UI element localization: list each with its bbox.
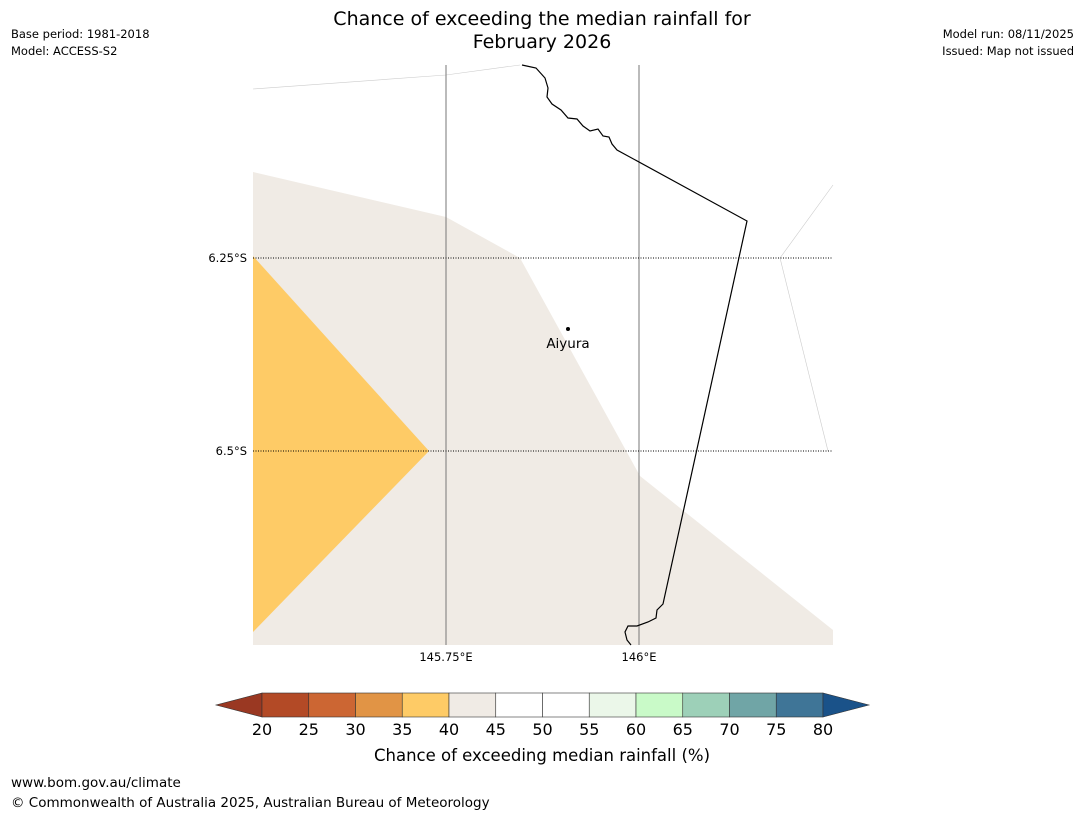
colorbar-segment-40-45: [448, 692, 497, 718]
colorbar-tick-20: 20: [251, 720, 273, 739]
map-title-line-2: February 2026: [472, 31, 612, 53]
place-label-aiyura: Aiyura: [546, 336, 590, 352]
colorbar-tick-60: 60: [625, 720, 647, 739]
aiyura-marker: [566, 327, 570, 331]
base-period-text: Base period: 1981-2018: [11, 27, 150, 41]
colorbar-tick-45: 45: [485, 720, 506, 739]
colorbar-segment-50-55: [542, 692, 590, 718]
colorbar-tick-40: 40: [438, 720, 460, 739]
province-boundary: [521, 64, 748, 646]
footer-url: www.bom.gov.au/climate: [11, 775, 181, 791]
region-35-40-percent: [253, 256, 429, 632]
meta-right: Model run: 08/11/2025 Issued: Map not is…: [942, 26, 1074, 60]
colorbar-tick-65: 65: [672, 720, 693, 739]
map-panel: [252, 64, 834, 646]
colorbar-segment-55-60: [588, 692, 637, 718]
colorbar-tick-80: 80: [812, 720, 834, 739]
model-run-text: Model run: 08/11/2025: [942, 27, 1074, 41]
colorbar-segment-45-50: [495, 692, 543, 718]
colorbar-segment-20-25: [261, 692, 310, 718]
colorbar-tick-75: 75: [766, 720, 787, 739]
colorbar-under-arrow: [214, 692, 263, 718]
colorbar-segment-65-70: [682, 692, 730, 718]
lon-label-146e: 146°E: [621, 650, 657, 664]
model-text: Model: ACCESS-S2: [11, 44, 118, 58]
colorbar-segment-60-65: [635, 692, 684, 718]
footer-copyright: © Commonwealth of Australia 2025, Austra…: [11, 795, 490, 811]
colorbar-tick-50: 50: [532, 720, 553, 739]
colorbar-segment-35-40: [401, 692, 450, 718]
colorbar-segments: [214, 692, 871, 718]
meta-left: Base period: 1981-2018 Model: ACCESS-S2: [11, 26, 150, 60]
lat-label-6-5s: 6.5°S: [215, 444, 247, 458]
colorbar-segment-70-75: [729, 692, 777, 718]
colorbar-tick-25: 25: [298, 720, 319, 739]
colorbar-segment-25-30: [308, 692, 356, 718]
colorbar-segment-75-80: [775, 692, 824, 718]
region-40-45-percent: [253, 172, 833, 645]
colorbar-tick-35: 35: [392, 720, 413, 739]
land-mask-edge-east: [779, 184, 834, 452]
colorbar-label: Chance of exceeding median rainfall (%): [373, 746, 711, 765]
issued-text: Issued: Map not issued: [942, 44, 1074, 58]
lat-label-6-25s: 6.25°S: [208, 251, 247, 265]
map-title: Chance of exceeding the median rainfall …: [242, 8, 842, 54]
lon-label-145-75e: 145.75°E: [419, 650, 473, 664]
colorbar-tick-70: 70: [719, 720, 740, 739]
map-title-line-1: Chance of exceeding the median rainfall …: [333, 8, 751, 30]
colorbar-tick-30: 30: [345, 720, 366, 739]
colorbar-over-arrow: [822, 692, 871, 718]
colorbar-tick-55: 55: [579, 720, 600, 739]
colorbar-segment-30-35: [355, 692, 403, 718]
